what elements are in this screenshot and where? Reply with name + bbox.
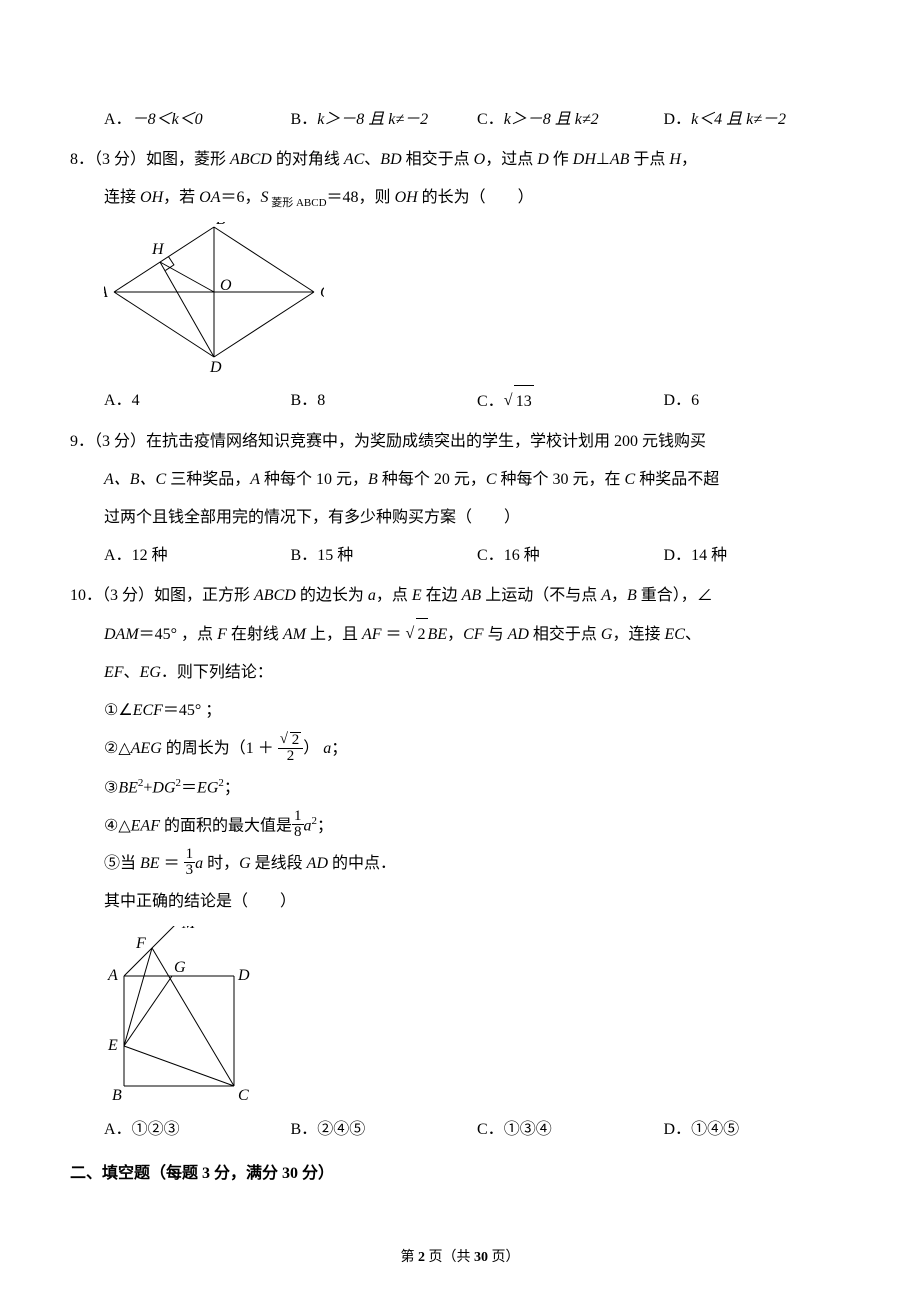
svg-text:D: D [209, 359, 222, 376]
q10-figure: A B C D E G F M [70, 926, 850, 1106]
q8-opt-d: D．6 [664, 385, 851, 418]
q7-options: A．－8＜k＜0 B．k＞－8 且 k≠－2 C．k＞－8 且 k≠2 D．k＜… [70, 104, 850, 136]
svg-text:C: C [238, 1087, 249, 1104]
q9-opt-b: B．15 种 [291, 540, 478, 572]
q8-options: A．4 B．8 C．13 D．6 [70, 385, 850, 418]
q10-opt-a: A．①②③ [104, 1114, 291, 1146]
svg-text:A: A [104, 284, 108, 301]
svg-text:A: A [107, 967, 118, 984]
q7-opt-d: D．k＜4 且 k≠－2 [664, 104, 851, 136]
svg-text:D: D [237, 967, 250, 984]
q10-opt-b: B．②④⑤ [291, 1114, 478, 1146]
svg-text:M: M [181, 926, 197, 932]
q7-opt-b: B．k＞－8 且 k≠－2 [291, 104, 478, 136]
q9-line3: 过两个且钱全部用完的情况下，有多少种购买方案（ ） [70, 502, 850, 534]
svg-text:H: H [151, 241, 165, 258]
q10-line1: 10．（3 分）如图，正方形 ABCD 的边长为 a，点 E 在边 AB 上运动… [70, 580, 850, 612]
q9-opt-a: A．12 种 [104, 540, 291, 572]
svg-text:E: E [107, 1037, 118, 1054]
q10-stmt1: ①∠ECF＝45° ； [70, 695, 850, 727]
q9-opt-c: C．16 种 [477, 540, 664, 572]
svg-text:O: O [220, 277, 232, 294]
q10-stmt5: ⑤当 BE ＝ 13a 时，G 是线段 AD 的中点． [70, 848, 850, 880]
q10-stmt2: ②△AEG 的周长为（1 ＋ 22） a； [70, 733, 850, 765]
q9-line1: 9．（3 分）在抗击疫情网络知识竞赛中，为奖励成绩突出的学生，学校计划用 200… [70, 426, 850, 458]
q7-opt-a: A．－8＜k＜0 [104, 104, 291, 136]
svg-text:C: C [320, 284, 324, 301]
q8-line1: 8．（3 分）如图，菱形 ABCD 的对角线 AC、BD 相交于点 O，过点 D… [70, 144, 850, 176]
q10-stmt3: ③BE2+DG2＝EG2； [70, 772, 850, 804]
square-diagram: A B C D E G F M [104, 926, 264, 1106]
q9-line2: A、B、C 三种奖品，A 种每个 10 元，B 种每个 20 元，C 种每个 3… [70, 464, 850, 496]
q9-options: A．12 种 B．15 种 C．16 种 D．14 种 [70, 540, 850, 572]
svg-text:G: G [174, 959, 186, 976]
page-footer: 第 2 页（共 30 页） [0, 1244, 920, 1272]
q10-line2: DAM＝45° ，点 F 在射线 AM 上，且 AF ＝ 2BE，CF 与 AD… [70, 618, 850, 651]
svg-text:B: B [112, 1087, 122, 1104]
q7-opt-c: C．k＞－8 且 k≠2 [477, 104, 664, 136]
q10-opt-d: D．①④⑤ [664, 1114, 851, 1146]
q8-opt-c: C．13 [477, 385, 664, 418]
q10-stmt4: ④△EAF 的面积的最大值是18a2； [70, 810, 850, 842]
q8-figure: A B C D O H [70, 222, 850, 377]
svg-text:B: B [216, 222, 226, 228]
q10-opt-c: C．①③④ [477, 1114, 664, 1146]
q8-opt-a: A．4 [104, 385, 291, 418]
q10-line3: EF、EG．则下列结论： [70, 657, 850, 689]
section2-title: 二、填空题（每题 3 分，满分 30 分） [70, 1158, 850, 1190]
rhombus-diagram: A B C D O H [104, 222, 324, 377]
q10-options: A．①②③ B．②④⑤ C．①③④ D．①④⑤ [70, 1114, 850, 1146]
q8-opt-b: B．8 [291, 385, 478, 418]
q9-opt-d: D．14 种 [664, 540, 851, 572]
svg-text:F: F [135, 935, 146, 952]
q10-final: 其中正确的结论是（ ） [70, 886, 850, 918]
q8-line2: 连接 OH，若 OA＝6，S 菱形 ABCD＝48，则 OH 的长为（ ） [70, 182, 850, 214]
